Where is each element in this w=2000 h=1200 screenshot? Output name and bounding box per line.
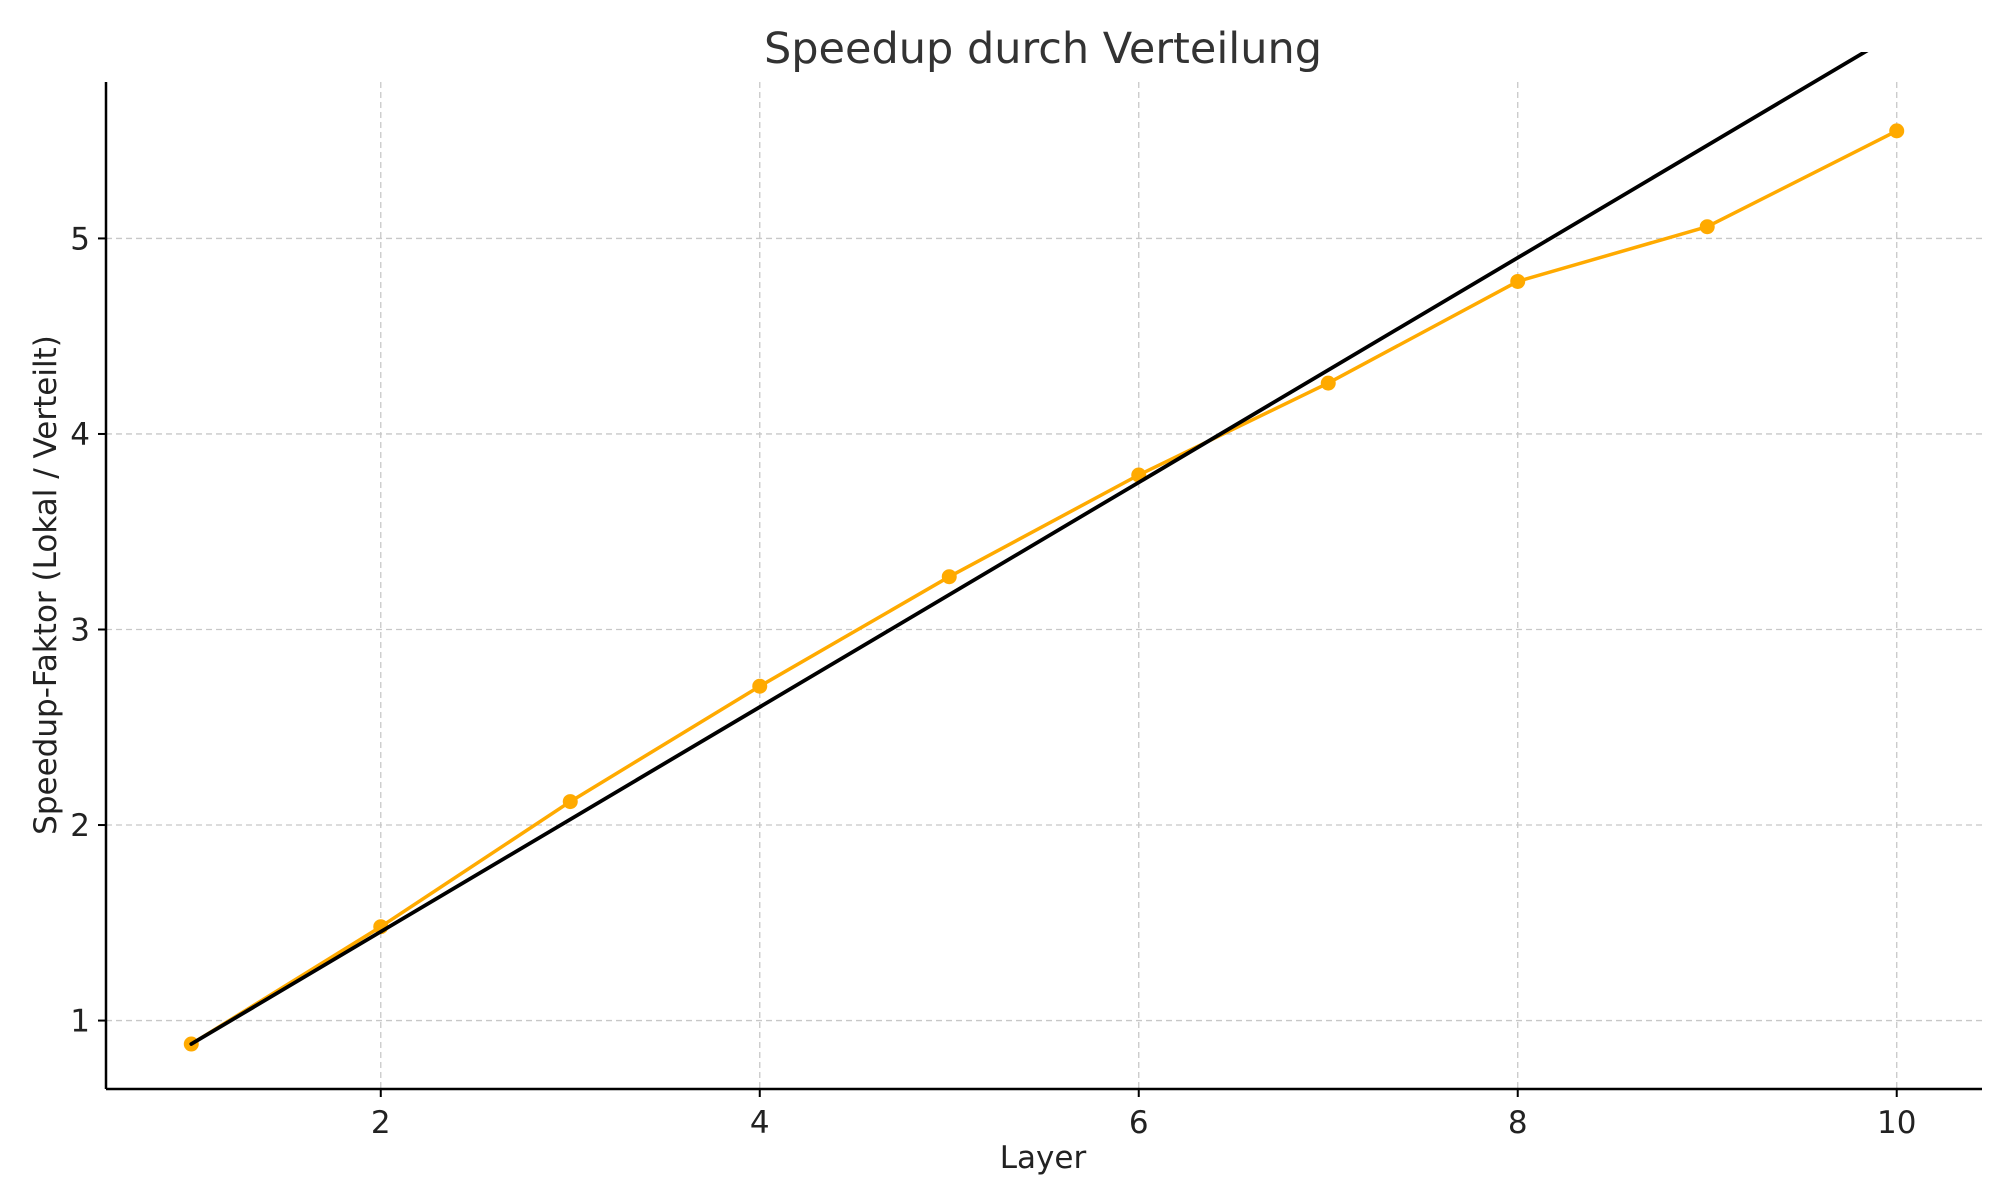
chart-title: Speedup durch Verteilung <box>764 24 1322 74</box>
series-1-point <box>1320 375 1336 391</box>
series-layer <box>183 52 1905 1052</box>
series-1-point <box>752 678 768 694</box>
x-tick-label: 4 <box>750 1105 770 1141</box>
series-1 <box>183 123 1905 1052</box>
y-tick-label: 4 <box>70 417 90 453</box>
x-tick-label: 10 <box>1877 1105 1916 1141</box>
series-1-point <box>1889 123 1905 139</box>
grid <box>106 82 1982 1089</box>
y-tick-label: 5 <box>70 221 90 257</box>
x-axis-label: Layer <box>1000 1140 1087 1176</box>
y-axis-label: Speedup-Faktor (Lokal / Verteilt) <box>28 335 64 835</box>
x-tick-label: 2 <box>371 1105 391 1141</box>
series-2 <box>189 52 1869 1046</box>
series-1-point <box>562 794 578 810</box>
series-1-line <box>189 129 1899 1046</box>
series-2-line <box>189 52 1869 1046</box>
y-tick-label: 2 <box>70 808 90 844</box>
series-1-point <box>1699 219 1715 235</box>
series-1-point <box>1510 273 1526 289</box>
y-tick-label: 1 <box>70 1004 90 1040</box>
y-tick-label: 3 <box>70 612 90 648</box>
axes <box>104 82 1982 1091</box>
x-tick-label: 6 <box>1129 1105 1149 1141</box>
x-tick-label: 8 <box>1508 1105 1528 1141</box>
series-1-point <box>941 569 957 585</box>
